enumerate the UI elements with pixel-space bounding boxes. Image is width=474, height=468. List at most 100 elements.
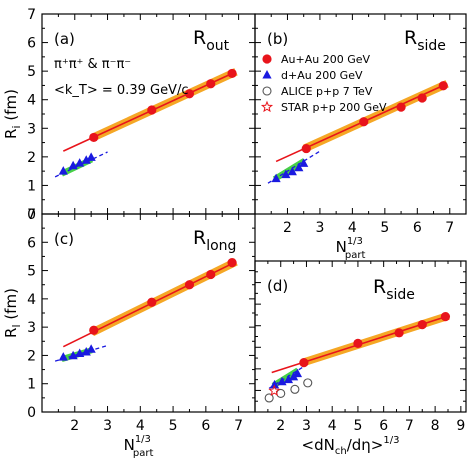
point-auau bbox=[227, 68, 237, 79]
x-tick-label: 3 bbox=[315, 220, 324, 236]
point-dau bbox=[287, 166, 297, 176]
legend-marker-star bbox=[260, 100, 274, 113]
legend-marker-auau bbox=[262, 54, 272, 64]
y-tick-label: 1 bbox=[27, 178, 36, 194]
panel-b: 2 3 4 5 6 7 (b) Rside N1/3 part Au+Au 200 GeV d+Au … bbox=[254, 13, 467, 261]
point-dau bbox=[81, 155, 91, 164]
x-tick-label: 4 bbox=[348, 220, 357, 236]
point-dau bbox=[283, 374, 294, 384]
legend-entry: Au+Au 200 GeV bbox=[281, 53, 370, 66]
x-tick-label: 5 bbox=[169, 418, 178, 434]
legend-marker-dau bbox=[262, 70, 272, 79]
y-tick-label: 6 bbox=[27, 36, 36, 52]
point-auau bbox=[417, 320, 427, 330]
point-dau bbox=[75, 348, 85, 357]
point-dau bbox=[68, 350, 78, 360]
y-tick-label: 0 bbox=[27, 207, 36, 223]
point-dau bbox=[68, 160, 78, 170]
y-tick-label: 2 bbox=[27, 348, 36, 364]
point-dau bbox=[299, 158, 309, 167]
point-auau bbox=[147, 105, 157, 115]
point-dau bbox=[58, 166, 68, 175]
point-auau bbox=[353, 338, 363, 349]
y-tick-label: 1 bbox=[27, 377, 36, 393]
x-tick-label: 5 bbox=[353, 418, 362, 434]
point-dau bbox=[294, 162, 304, 172]
point-dau bbox=[86, 152, 96, 161]
panel-label: (c) bbox=[54, 230, 74, 248]
point-alice-pp bbox=[303, 378, 313, 388]
point-auau bbox=[394, 328, 404, 338]
legend-entry: d+Au 200 GeV bbox=[281, 69, 363, 82]
point-dau bbox=[281, 169, 291, 179]
x-tick-label: 2 bbox=[283, 220, 292, 236]
y-tick-label: 5 bbox=[27, 264, 36, 280]
point-auau bbox=[359, 117, 369, 127]
y-tick-label: 3 bbox=[27, 320, 36, 336]
point-auau bbox=[184, 280, 195, 290]
point-dau bbox=[277, 376, 287, 386]
x-tick-label: 3 bbox=[302, 418, 311, 434]
point-auau bbox=[206, 269, 216, 280]
y-tick-label: 6 bbox=[27, 235, 36, 251]
y-tick-label: 5 bbox=[27, 64, 36, 80]
x-tick-label: 7 bbox=[405, 418, 414, 434]
point-auau bbox=[440, 312, 451, 322]
point-dau bbox=[86, 344, 96, 353]
point-auau bbox=[89, 325, 99, 335]
panel-d: 2 3 4 5 6 7 8 9(d) Rside<dNch/dη>1/3 bbox=[254, 260, 467, 457]
x-tick-label: 8 bbox=[431, 418, 440, 434]
point-star-pp bbox=[268, 384, 281, 396]
point-auau bbox=[184, 89, 195, 99]
y-axis-label: Rl (fm) bbox=[2, 288, 23, 338]
radius-title: Rside bbox=[404, 27, 446, 54]
x-tick-label: 2 bbox=[276, 418, 285, 434]
y-tick-label: 4 bbox=[27, 292, 36, 308]
x-tick-label: 6 bbox=[201, 418, 210, 434]
radius-title: Rout bbox=[193, 27, 230, 54]
y-tick-label: 7 bbox=[27, 207, 36, 223]
point-dau bbox=[292, 368, 303, 378]
point-alice-pp bbox=[264, 393, 274, 403]
point-dau bbox=[75, 158, 85, 167]
x-axis-label: N1/3 part bbox=[336, 236, 366, 261]
y-tick-label: 2 bbox=[27, 150, 36, 166]
x-tick-label: 7 bbox=[445, 220, 454, 236]
radius-title: Rside bbox=[373, 276, 415, 303]
panel-label: (b) bbox=[267, 30, 288, 48]
radius-title: Rlong bbox=[193, 227, 236, 254]
point-auau bbox=[396, 102, 406, 112]
panel-label: (a) bbox=[54, 30, 75, 48]
x-tick-label: 9 bbox=[456, 418, 465, 434]
x-tick-label: 5 bbox=[380, 220, 389, 236]
point-auau bbox=[89, 132, 99, 143]
x-tick-label: 3 bbox=[103, 418, 112, 434]
y-tick-label: 4 bbox=[27, 93, 36, 109]
point-dau bbox=[58, 352, 68, 361]
x-axis-label: <dNch/dη>1/3 bbox=[302, 435, 400, 457]
particle-annotation: π⁺π⁺ & π⁻π⁻ bbox=[54, 57, 131, 72]
x-tick-label: 6 bbox=[413, 220, 422, 236]
y-tick-label: 0 bbox=[27, 405, 36, 421]
x-tick-label: 4 bbox=[328, 418, 337, 434]
x-tick-label: 4 bbox=[136, 418, 145, 434]
legend-marker-alice bbox=[262, 86, 272, 96]
x-tick-label: 7 bbox=[234, 418, 243, 434]
y-tick-label: 7 bbox=[27, 7, 36, 23]
point-auau bbox=[227, 258, 237, 268]
point-dau bbox=[271, 173, 281, 183]
point-auau bbox=[417, 93, 427, 103]
point-auau bbox=[438, 81, 448, 91]
point-dau bbox=[269, 379, 280, 389]
point-dau bbox=[81, 347, 91, 356]
point-alice-pp bbox=[290, 384, 300, 394]
legend-entry: STAR p+p 200 GeV bbox=[281, 101, 387, 114]
point-auau bbox=[147, 297, 157, 307]
point-auau bbox=[301, 143, 311, 154]
kt-annotation: <k_T> = 0.39 GeV/c bbox=[54, 83, 188, 98]
y-tick-label: 3 bbox=[27, 121, 36, 137]
x-tick-label: 6 bbox=[379, 418, 388, 434]
legend-entry: ALICE p+p 7 TeV bbox=[281, 85, 373, 98]
panel-a: 0 1 2 3 4 5 6 7 (a) Rout Ri (fm) π⁺π⁺ & π⁻π⁻ <k_T> =… bbox=[2, 7, 256, 223]
